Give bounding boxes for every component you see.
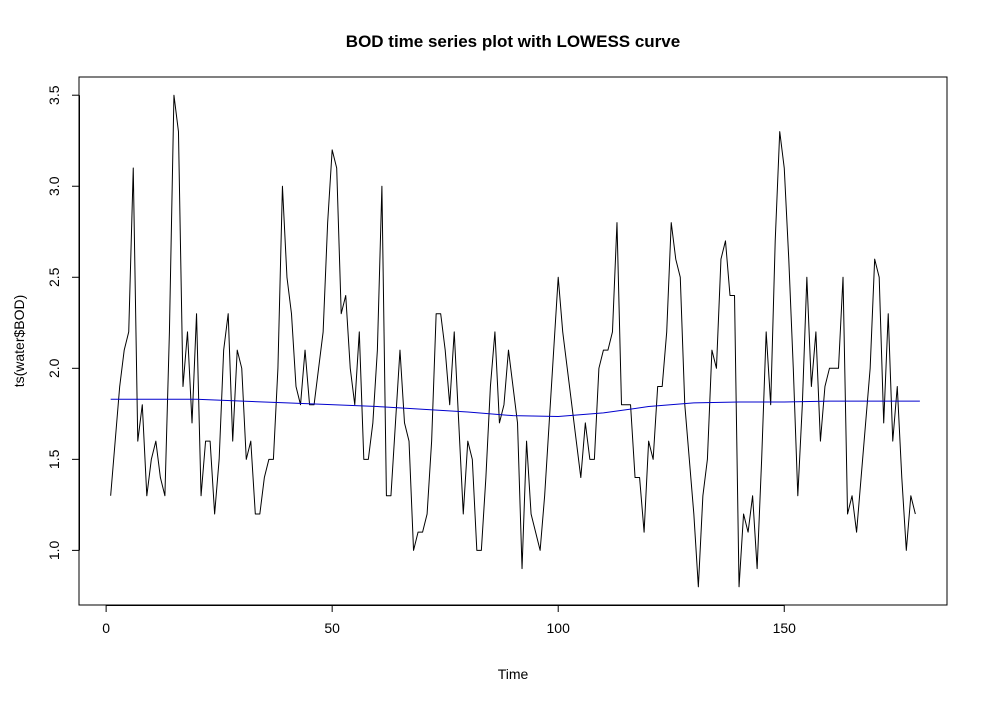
plot-frame	[78, 76, 948, 606]
x-tick-label: 50	[324, 620, 340, 636]
lowess-curve-line	[110, 398, 920, 418]
y-axis: 1.0 1.5 2.0 2.5 3.0 3.5	[46, 85, 80, 560]
y-tick-label: 3.5	[46, 85, 62, 105]
chart-title: BOD time series plot with LOWESS curve	[346, 32, 680, 51]
x-tick-label: 0	[102, 620, 110, 636]
y-tick-label: 2.0	[46, 358, 62, 378]
x-axis: 0 50 100 150	[102, 605, 796, 636]
y-axis-label: ts(water$BOD)	[11, 295, 27, 388]
y-tick-label: 3.0	[46, 176, 62, 196]
bod-series-line	[110, 94, 916, 588]
x-axis-label: Time	[498, 666, 529, 682]
series-layer	[110, 94, 920, 588]
y-tick-label: 2.5	[46, 267, 62, 287]
y-tick-label: 1.0	[46, 540, 62, 560]
x-tick-label: 150	[773, 620, 797, 636]
x-tick-label: 100	[547, 620, 571, 636]
y-tick-label: 1.5	[46, 449, 62, 469]
